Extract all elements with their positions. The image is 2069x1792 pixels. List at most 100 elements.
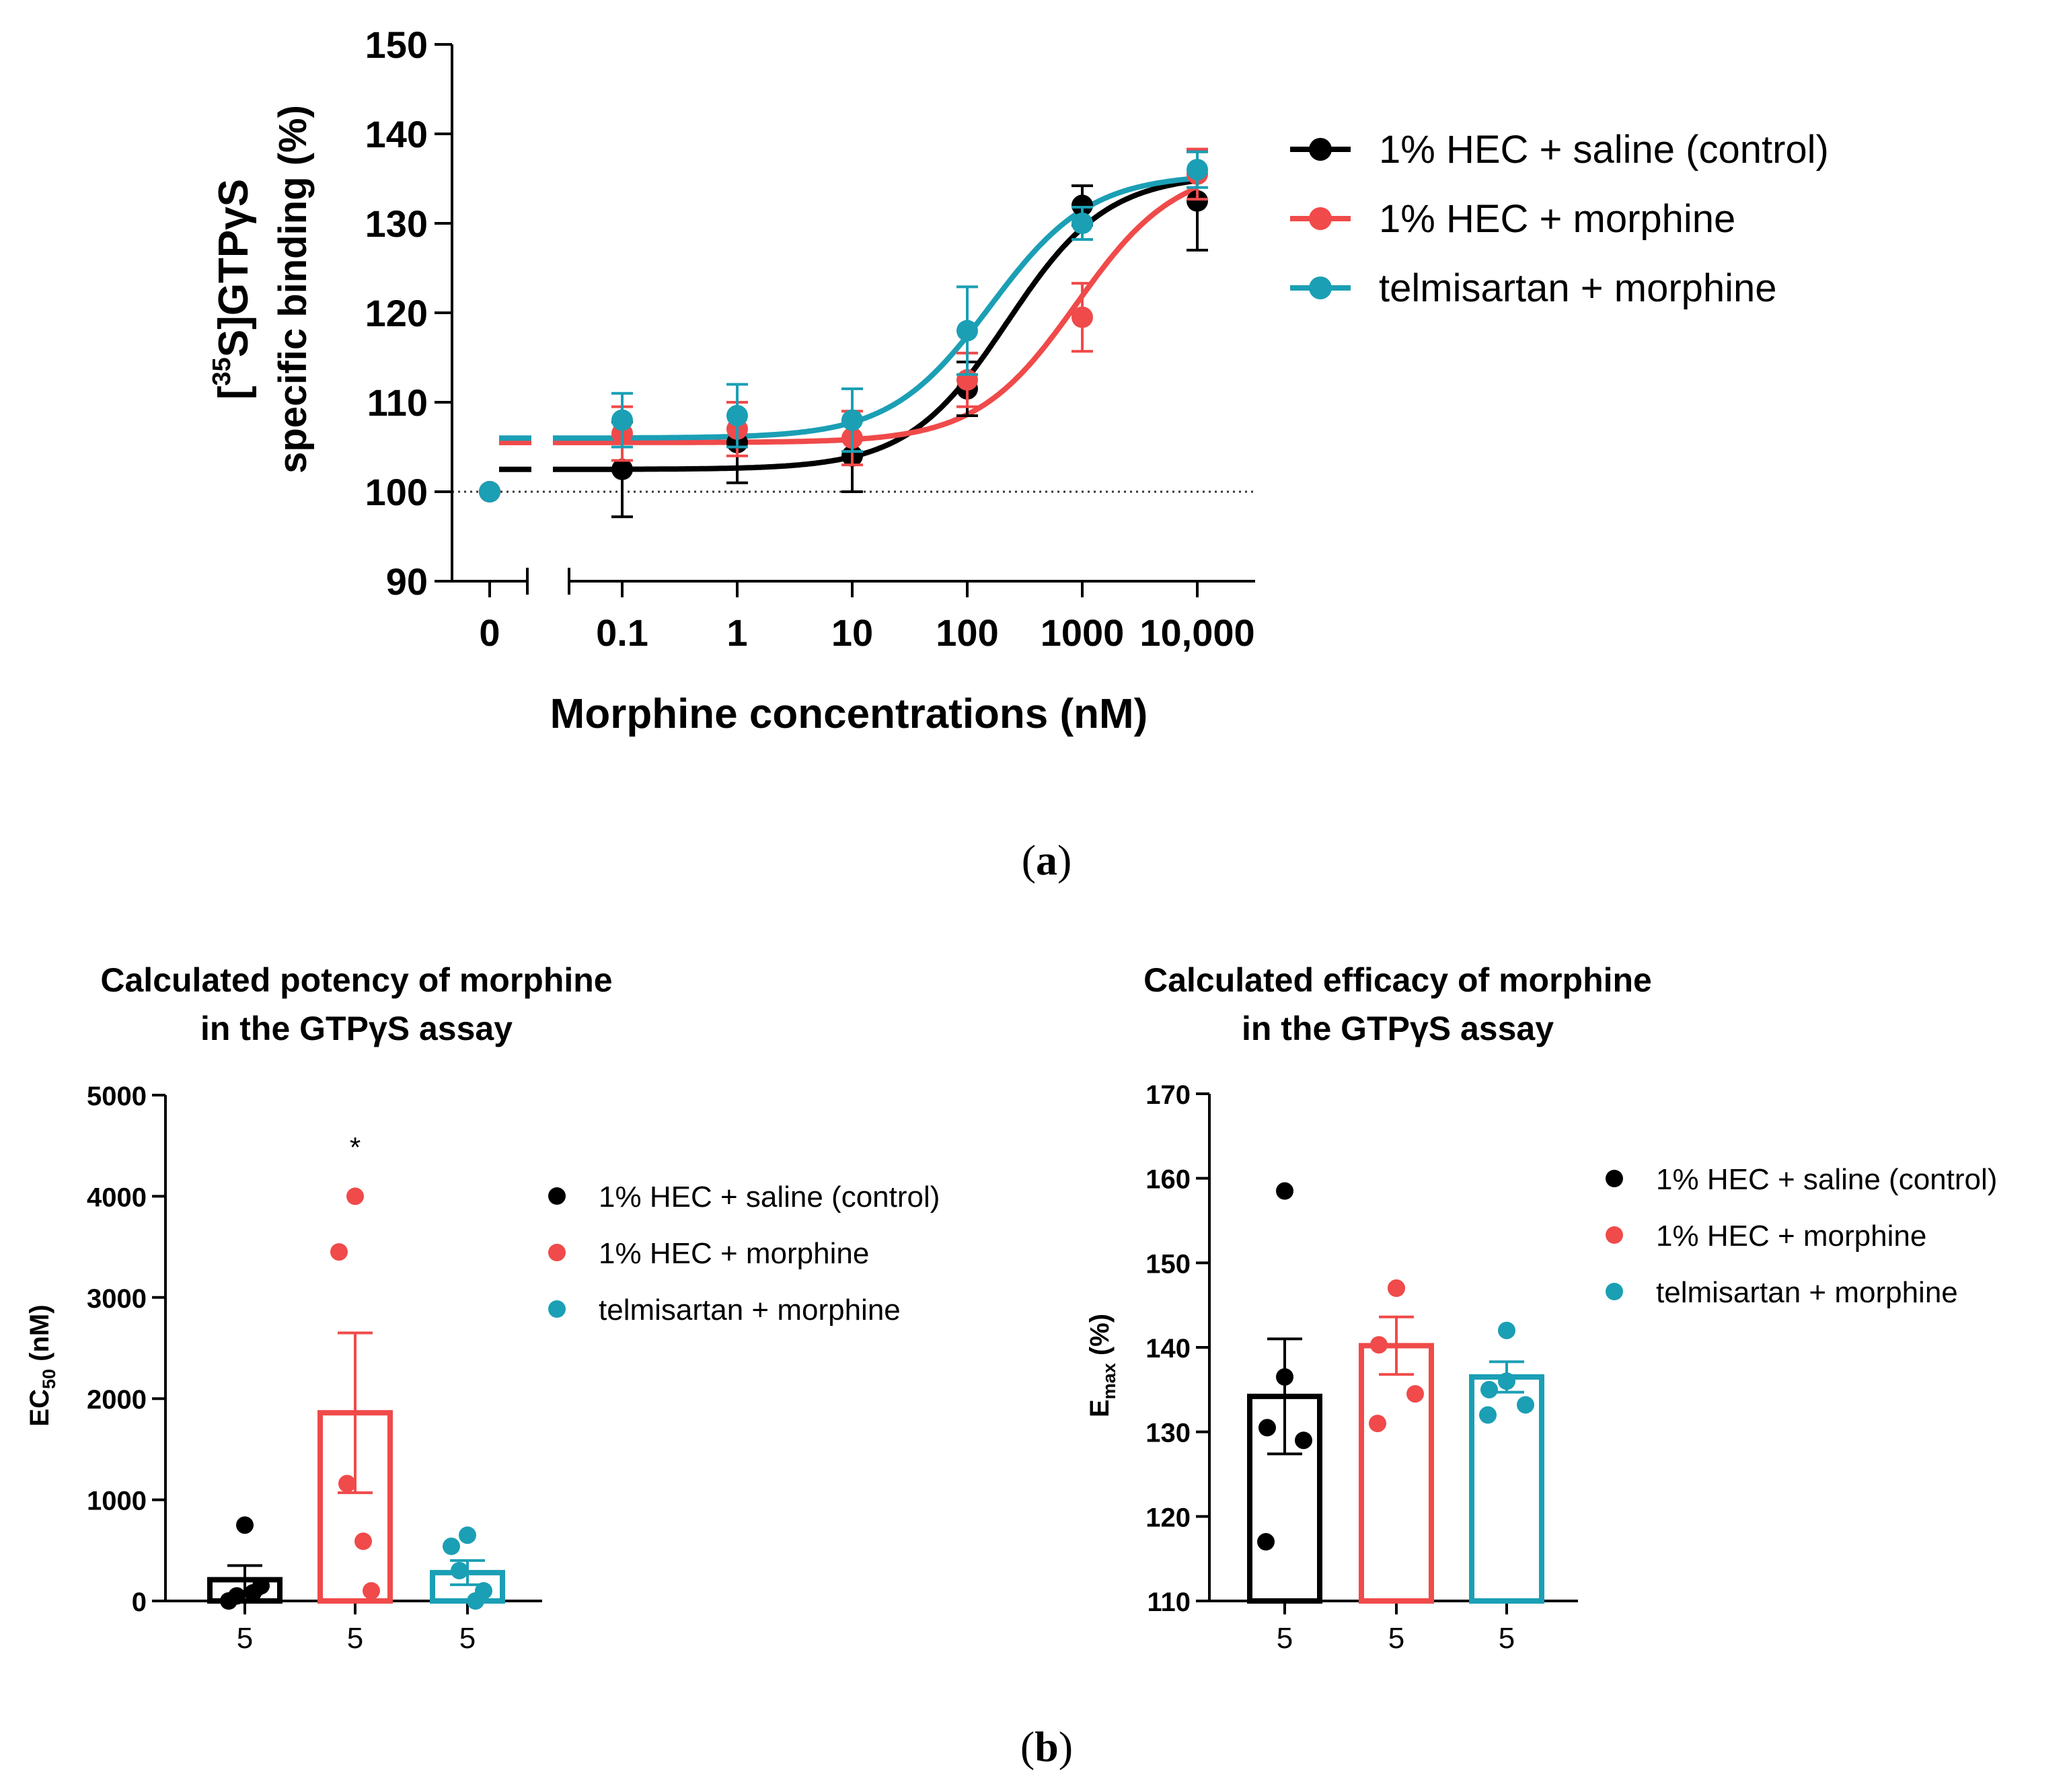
legend-label: 1% HEC + morphine <box>1379 197 1735 241</box>
data-point <box>726 404 748 426</box>
potency-bars <box>207 1187 505 1610</box>
x-category-label-n: 5 <box>459 1622 476 1655</box>
x-category-label-n: 5 <box>1277 1622 1293 1655</box>
fit-curve-2 <box>622 185 1199 445</box>
legend-label: 1% HEC + morphine <box>599 1237 869 1270</box>
data-point <box>1187 190 1208 212</box>
individual-point <box>1276 1368 1293 1386</box>
panel-a-fit-curves <box>499 176 1199 472</box>
efficacy-title-line2: in the GTPγS assay <box>1242 1010 1554 1047</box>
individual-point <box>1257 1533 1275 1551</box>
y-tick-label: 140 <box>365 113 428 155</box>
ec-label-subscript: 50 <box>39 1369 59 1389</box>
panel-a-label-open: ( <box>1022 836 1036 884</box>
y-tick-label: 110 <box>1147 1588 1191 1617</box>
individual-point <box>1479 1406 1497 1424</box>
y-tick-label: 1000 <box>87 1487 147 1516</box>
x-tick-label: 10 <box>831 611 873 654</box>
legend-marker <box>548 1300 566 1318</box>
data-point <box>611 409 633 431</box>
fit-curve-1 <box>622 178 1198 472</box>
individual-point <box>1276 1182 1293 1200</box>
individual-point <box>1480 1380 1498 1398</box>
individual-point <box>1498 1321 1515 1339</box>
data-point <box>1071 194 1093 217</box>
y-tick-label: 100 <box>365 471 428 513</box>
legend-marker <box>548 1244 566 1261</box>
y-label-isotope-superscript: 35 <box>208 357 236 385</box>
panel-a-label: (a) <box>1022 836 1072 884</box>
legend-marker <box>1309 138 1332 161</box>
individual-point <box>1406 1385 1424 1403</box>
individual-point <box>236 1516 254 1534</box>
legend-label: telmisartan + morphine <box>599 1294 901 1327</box>
legend-marker <box>548 1187 566 1205</box>
x-tick-label: 1000 <box>1041 611 1125 654</box>
fit-curve-3 <box>622 176 1198 441</box>
legend-marker <box>1309 276 1332 299</box>
individual-point <box>443 1537 460 1555</box>
x-category-label-n: 5 <box>347 1622 363 1655</box>
efficacy-y-axis-label: Emax (%) <box>1085 1314 1119 1417</box>
efficacy-legend: 1% HEC + saline (control) 1% HEC + morphi… <box>1606 1163 1997 1309</box>
individual-point <box>252 1577 270 1595</box>
legend-marker <box>1606 1226 1623 1244</box>
individual-point <box>1295 1431 1312 1450</box>
panel-a-data-points <box>479 147 1208 519</box>
panel-a-x-axis-label: Morphine concentrations (nM) <box>550 691 1148 737</box>
x-tick-label: 0.1 <box>596 611 648 654</box>
individual-point <box>1369 1415 1386 1433</box>
potency-legend: 1% HEC + saline (control) 1% HEC + morphi… <box>548 1181 940 1327</box>
individual-point <box>1498 1372 1515 1390</box>
potency-axes: 0 1000 2000 3000 4000 5000 5 5 5 <box>87 1082 542 1655</box>
individual-point <box>1370 1336 1388 1354</box>
y-label-compound: S]GTPγS <box>211 179 257 357</box>
individual-point <box>228 1587 246 1605</box>
legend-marker <box>1606 1170 1623 1187</box>
y-tick-label: 130 <box>365 202 428 245</box>
individual-point <box>459 1526 476 1544</box>
emax-label-unit: (%) <box>1085 1314 1115 1363</box>
potency-y-axis-label: EC50 (nM) <box>25 1304 59 1426</box>
y-tick-label: 4000 <box>87 1183 147 1212</box>
legend-label: telmisartan + morphine <box>1656 1276 1958 1309</box>
panel-b-label: (b) <box>1020 1723 1073 1770</box>
y-tick-label: 150 <box>1145 1249 1191 1279</box>
individual-point <box>1517 1396 1534 1414</box>
y-label-bracket: [ <box>211 385 257 400</box>
ec-label-unit: (nM) <box>25 1304 54 1369</box>
individual-point <box>354 1532 372 1551</box>
y-tick-label: 130 <box>1145 1419 1191 1448</box>
legend-label: 1% HEC + morphine <box>1656 1220 1926 1253</box>
data-point <box>1071 306 1093 328</box>
efficacy-title-line1: Calculated efficacy of morphine <box>1143 961 1652 999</box>
x-category-label-n: 5 <box>1499 1622 1515 1655</box>
efficacy-axes: 110 120 130 140 150 160 170 5 5 5 <box>1145 1080 1578 1655</box>
data-point <box>956 320 978 342</box>
individual-point <box>1258 1419 1276 1437</box>
y-tick-label: 150 <box>365 24 428 66</box>
individual-point <box>330 1243 348 1261</box>
y-tick-label: 120 <box>1145 1503 1191 1532</box>
individual-point <box>346 1187 364 1205</box>
y-tick-label: 110 <box>367 381 428 424</box>
potency-title-line2: in the GTPγS assay <box>200 1010 513 1047</box>
legend-label: 1% HEC + saline (control) <box>1656 1163 1997 1196</box>
x-tick-label: 0 <box>479 611 500 654</box>
panel-a-legend: 1% HEC + saline (control) 1% HEC + morphi… <box>1290 128 1829 310</box>
legend-marker <box>1606 1283 1623 1300</box>
y-tick-label: 120 <box>365 292 428 334</box>
legend-marker <box>1309 207 1332 230</box>
data-point <box>1187 159 1208 181</box>
individual-point <box>363 1581 380 1600</box>
y-tick-label: 0 <box>132 1588 147 1617</box>
potency-significance-asterisk: * <box>350 1131 361 1163</box>
panel-a-y-axis-label-line1: [35S]GTPγS <box>208 179 257 400</box>
panel-a-y-axis-label-line2: specific binding (%) <box>271 105 315 474</box>
y-tick-label: 3000 <box>87 1284 147 1314</box>
emax-label-main: E <box>1085 1399 1115 1417</box>
panel-a-label-close: ) <box>1057 836 1071 884</box>
bar-2 <box>1359 1343 1434 1604</box>
